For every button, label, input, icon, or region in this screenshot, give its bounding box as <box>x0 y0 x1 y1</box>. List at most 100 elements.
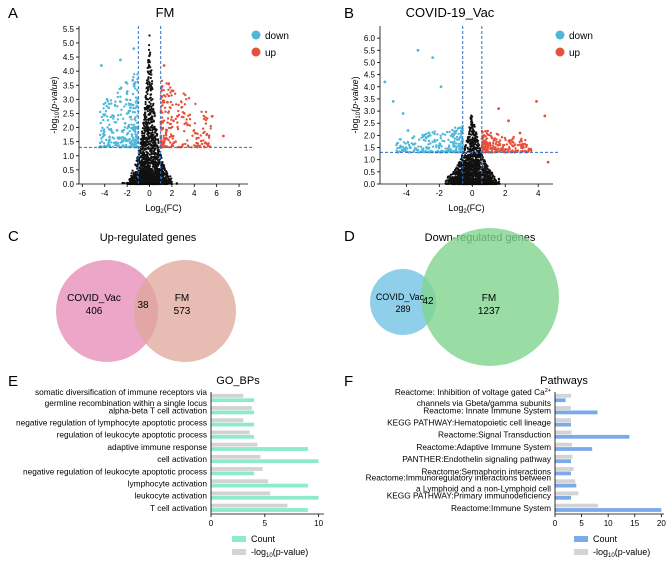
point-down <box>420 136 423 139</box>
point-ns <box>156 138 160 141</box>
point-ns <box>139 142 142 145</box>
point-up <box>168 122 171 126</box>
point-down <box>412 150 415 153</box>
point-up <box>164 95 167 98</box>
point-ns <box>145 127 148 130</box>
category-label: KEGG PATHWAY:Hematopoietic cell lineage <box>387 418 551 428</box>
point-up <box>191 134 194 137</box>
point-down <box>101 135 105 138</box>
point-ns <box>150 118 154 121</box>
bar-count <box>555 483 577 488</box>
x-tick-label: -2 <box>124 189 132 198</box>
point-down <box>433 130 436 133</box>
point-down <box>127 109 130 113</box>
point-down <box>431 131 434 134</box>
point-down <box>126 146 129 149</box>
point-ns <box>153 178 157 181</box>
point-ns <box>169 175 172 178</box>
point-ns <box>166 172 169 175</box>
panel-letter-a: A <box>8 5 18 22</box>
y-tick-label: 5.5 <box>63 25 75 34</box>
point-ns <box>150 177 153 180</box>
point-ns <box>145 150 148 153</box>
point-ns <box>148 81 151 84</box>
point-ns <box>496 181 499 185</box>
point-up <box>170 115 173 119</box>
bar-count <box>555 459 571 464</box>
point-down <box>129 106 132 110</box>
point-ns <box>146 138 149 141</box>
point-down <box>105 115 109 118</box>
point-ns <box>149 116 152 120</box>
point-down <box>396 147 399 150</box>
point-ns <box>492 175 495 178</box>
point-up <box>169 86 172 89</box>
category-label: cell activation <box>157 454 207 464</box>
point-ns <box>131 177 134 180</box>
point-ns <box>489 174 492 177</box>
point-down <box>112 117 115 120</box>
point-down <box>106 119 110 122</box>
point-ns <box>475 177 478 180</box>
point-ns <box>150 179 153 182</box>
point-ns <box>122 181 125 185</box>
point-up <box>188 118 192 121</box>
point-ns <box>459 172 462 175</box>
volcano-points <box>98 34 225 186</box>
point-down <box>112 131 115 134</box>
point-ns <box>152 108 155 111</box>
point-ns <box>490 176 493 179</box>
point-ns <box>144 96 147 99</box>
point-ns <box>460 161 463 164</box>
point-down <box>131 110 135 114</box>
y-tick-label: 0.5 <box>364 168 376 177</box>
point-down <box>410 142 413 145</box>
bar-count <box>211 422 254 427</box>
point-ns <box>141 127 144 130</box>
point-ns <box>474 136 477 139</box>
point-ns <box>444 180 447 183</box>
legend-up-dot-a <box>251 47 261 57</box>
point-up <box>176 125 179 129</box>
point-up <box>205 132 209 136</box>
point-down <box>130 123 133 126</box>
point-ns <box>137 174 140 177</box>
point-ns <box>146 125 149 128</box>
point-up <box>514 147 517 150</box>
point-up <box>172 141 176 145</box>
point-ns <box>481 167 484 170</box>
point-ns <box>141 148 144 151</box>
point-up <box>167 88 170 92</box>
point-up <box>194 102 197 106</box>
venn-down-regulated: COVID_Vac 289 42 FM 1237 <box>370 228 559 366</box>
point-down <box>129 98 132 102</box>
point-ns <box>149 148 152 151</box>
point-down <box>124 122 127 125</box>
point-down <box>433 132 436 136</box>
point-ns <box>478 149 481 152</box>
point-ns <box>155 161 158 164</box>
x-tick-label: 8 <box>237 189 242 198</box>
bar-log-pvalue <box>211 418 244 423</box>
point-ns <box>139 173 142 176</box>
point-down <box>110 129 113 132</box>
point-ns <box>452 172 455 175</box>
point-ns <box>151 165 154 168</box>
point-ns <box>163 164 166 167</box>
y-tick-label: 2.5 <box>63 109 75 118</box>
point-ns <box>158 179 161 182</box>
point-up <box>209 124 212 128</box>
point-down <box>431 140 434 143</box>
point-ns <box>128 178 131 181</box>
point-ns <box>151 180 154 184</box>
point-down <box>127 125 131 129</box>
point-up <box>495 138 498 141</box>
point-up <box>523 142 526 146</box>
point-up <box>164 136 168 140</box>
point-ns <box>477 142 480 145</box>
point-down <box>456 127 460 130</box>
point-ns <box>488 181 491 185</box>
point-ns <box>130 172 133 175</box>
point-up <box>167 139 170 142</box>
volcano-plot-fm: -6 -4 -2 0 2 4 6 8 0.0 0.5 1.0 1.5 2.0 2.5 3.0 3.5 4.0 4.… <box>49 25 254 215</box>
